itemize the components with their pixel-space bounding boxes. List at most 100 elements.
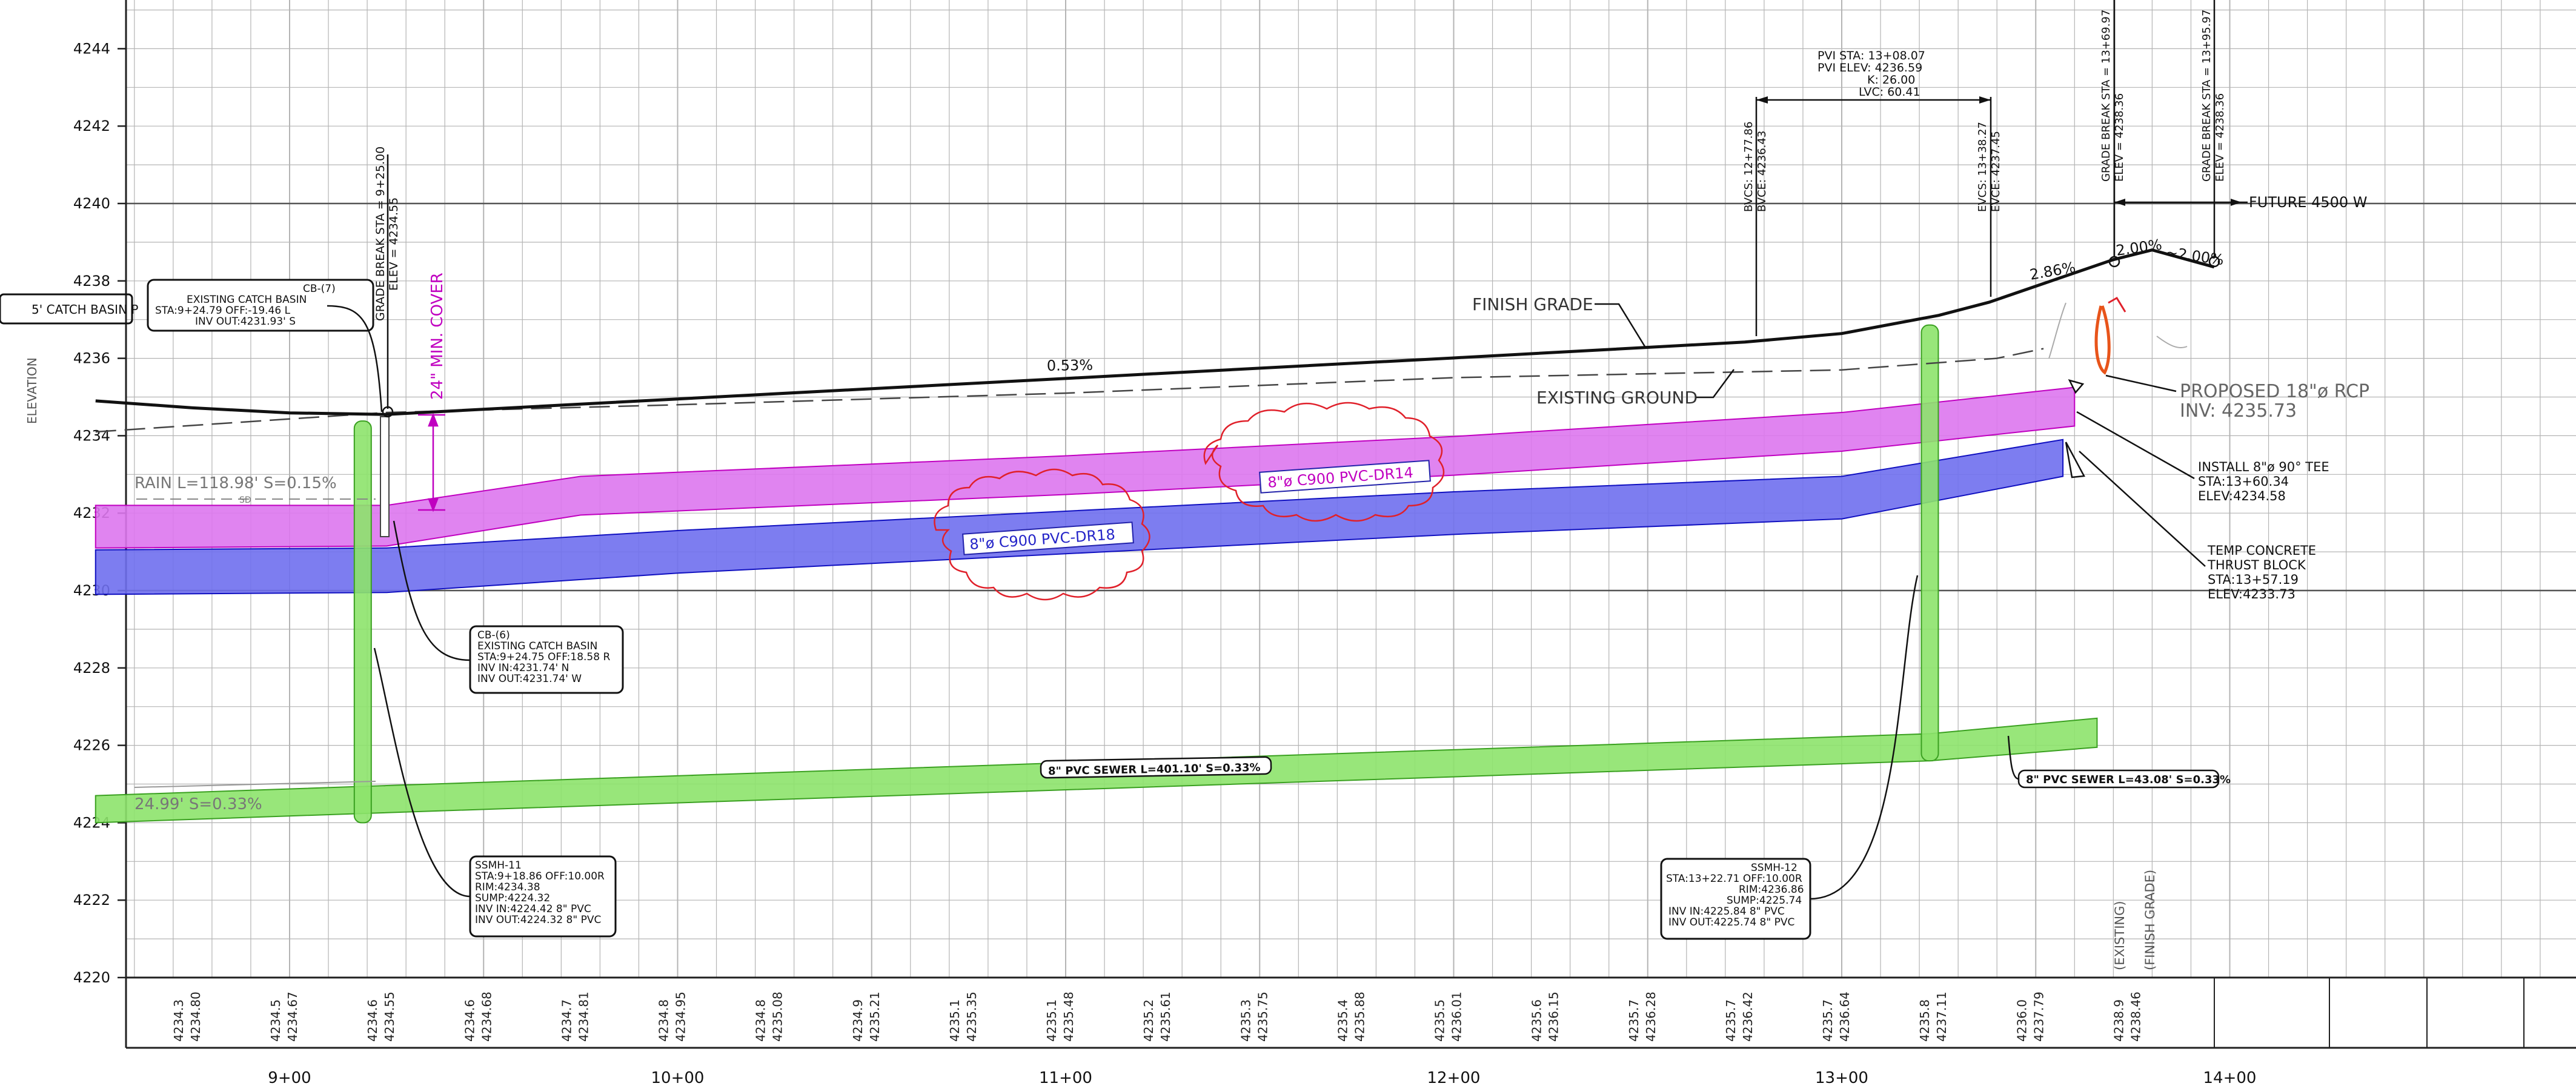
svg-text:SUMP:4224.32: SUMP:4224.32 [475,892,550,904]
station-label: 9+00 [268,1069,311,1087]
bottom-elev-existing: 4236.0 [2014,999,2029,1042]
existing-ground-label: EXISTING GROUND [1536,388,1698,408]
y-tick-label: 4244 [73,40,110,57]
left-cut-text: 5' CATCH BASIN P [32,302,138,317]
bvcs-label: BVCS: 12+77.86 [1742,122,1755,212]
bottom-elev-finish: 4234.68 [479,991,494,1042]
cb6-callout: CB-(6) EXISTING CATCH BASIN STA:9+24.75 … [393,520,624,694]
y-tick-label: 4240 [73,195,110,212]
bottom-elev-existing: 4234.6 [365,999,380,1042]
bottom-elev-existing: 4234.9 [851,999,865,1042]
ssmh12-callout: SSMH-12 STA:13+22.71 OFF:10.00R RIM:4236… [1660,575,1919,940]
bottom-elev-existing: 4234.8 [657,999,671,1042]
station-labels: 9+00 10+00 11+00 12+00 13+00 14+00 [268,1069,2256,1087]
bottom-elev-existing: 4234.6 [462,999,477,1042]
cb7-callout: CB-(7) EXISTING CATCH BASIN STA:9+24.79 … [147,279,383,412]
svg-text:INV OUT:4225.74 8" PVC: INV OUT:4225.74 8" PVC [1668,916,1794,928]
bottom-elev-finish: 4234.80 [188,991,203,1042]
evcs-label: EVCS: 13+38.27 [1976,122,1989,212]
proposed-rcp-label: PROPOSED 18"ø RCP [2180,381,2369,402]
grade-break-3-label: GRADE BREAK STA = 13+95.97 [2200,10,2213,182]
tee-label-1: INSTALL 8"ø 90° TEE [2198,460,2329,474]
pvi-elev: PVI ELEV: 4236.59 [1817,61,1922,74]
y-tick-label: 4236 [73,350,110,367]
left-catch-basin-box [0,293,133,325]
bottom-elev-finish: 4234.55 [382,991,397,1042]
bottom-elev-existing: 4235.6 [1530,999,1544,1042]
bvce-label: BVCE: 4236.43 [1756,131,1768,212]
bottom-elev-finish: 4237.79 [2031,991,2046,1042]
bottom-elev-finish: 4238.46 [2128,991,2143,1042]
ssmh-12 [1920,324,1939,762]
grade-break-2-label: GRADE BREAK STA = 13+69.97 [2100,10,2113,182]
bottom-elev-finish: 4236.64 [1837,991,1852,1042]
bottom-elev-existing: 4235.3 [1238,999,1253,1042]
revision-cloud-dr14 [1203,402,1445,522]
svg-text:INV OUT:4224.32 8" PVC: INV OUT:4224.32 8" PVC [475,914,601,926]
annotations: 5' CATCH BASIN P ELEVATION RAIN L=118.98… [0,0,2369,970]
svg-text:SSMH-11: SSMH-11 [475,859,522,872]
bottom-elev-existing: 4235.7 [1821,999,1835,1042]
legend-existing: (EXISTING) [2113,901,2127,970]
bottom-elev-finish: 4236.15 [1547,991,1561,1042]
pvi-lvc: LVC: 60.41 [1859,85,1920,99]
thrust-block-symbol [2065,442,2085,478]
bottom-elev-finish: 4234.67 [285,991,300,1042]
y-tick-label: 4238 [73,273,110,290]
slope-200-left: 2.00% [2115,236,2163,259]
svg-text:RIM:4236.86: RIM:4236.86 [1739,884,1804,896]
grade-break-2-elev: ELEV = 4238.36 [2113,93,2126,182]
y-tick-label: 4226 [73,737,110,754]
bottom-elev-existing: 4234.8 [754,999,768,1042]
ssmh11-callout: SSMH-11 STA:9+18.86 OFF:10.00R RIM:4234.… [373,647,617,938]
bottom-elev-existing: 4235.1 [948,999,962,1042]
station-label: 10+00 [651,1069,705,1087]
svg-text:INV OUT:4231.93' S: INV OUT:4231.93' S [195,316,296,328]
bottom-elev-existing: 4238.9 [2111,999,2126,1042]
y-tick-label: 4234 [73,427,110,444]
svg-text:INV IN:4224.42 8" PVC: INV IN:4224.42 8" PVC [475,903,591,915]
svg-text:INV IN:4231.74' N: INV IN:4231.74' N [477,662,569,674]
svg-text:INV OUT:4231.74' W: INV OUT:4231.74' W [477,673,582,685]
svg-text:EXISTING CATCH BASIN: EXISTING CATCH BASIN [187,294,307,306]
bottom-elev-finish: 4235.88 [1352,991,1367,1042]
thrust-label-2: THRUST BLOCK [2207,558,2306,572]
bottom-elev-existing: 4235.7 [1627,999,1641,1042]
bottom-elev-finish: 4234.81 [576,991,591,1042]
bottom-elev-existing: 4235.7 [1724,999,1738,1042]
station-label: 14+00 [2203,1069,2257,1087]
ground-lines [95,248,2215,433]
svg-text:EXISTING CATCH BASIN: EXISTING CATCH BASIN [477,640,597,652]
bottom-elev-finish: 4235.21 [868,991,882,1042]
bottom-elev-existing: 4234.7 [559,999,574,1042]
station-label: 11+00 [1039,1069,1092,1087]
y-tick-label: 4242 [73,118,110,134]
tee-label-3: ELEV:4234.58 [2198,489,2286,503]
grade-break-1-marker [382,406,394,418]
svg-text:STA:13+22.71 OFF:10.00R: STA:13+22.71 OFF:10.00R [1666,873,1802,885]
pvi-k: K: 26.00 [1867,73,1915,87]
water-pipe-dr18 [95,439,2064,595]
svg-text:STA:9+24.75 OFF:18.58 R: STA:9+24.75 OFF:18.58 R [477,651,610,663]
svg-text:CB-(7): CB-(7) [303,283,336,295]
svg-text:SSMH-12: SSMH-12 [1751,862,1798,874]
thrust-label-4: ELEV:4233.73 [2208,587,2295,601]
y-tick-label: 4222 [73,892,110,909]
slope-200-right: ~2.00% [2165,243,2225,268]
bottom-elev-finish: 4236.42 [1741,991,1755,1042]
proposed-rcp-inv: INV: 4235.73 [2180,400,2297,422]
slope-053: 0.53% [1047,357,1094,374]
evce-label: EVCE: 4237.45 [1990,131,2002,212]
svg-text:8" PVC SEWER L=43.08' S=0.33%: 8" PVC SEWER L=43.08' S=0.33% [2026,773,2231,786]
legend-finish: (FINISH GRADE) [2143,870,2157,970]
min-cover-dimension [418,412,445,512]
thrust-label-3: STA:13+57.19 [2208,572,2299,587]
water-pipe-dr14 [95,386,2076,549]
bottom-elev-existing: 4235.2 [1141,999,1156,1042]
min-cover-label: 24" MIN. COVER [428,273,446,400]
bottom-elev-existing: 4234.3 [171,999,186,1042]
grade-break-2-marker [2108,256,2120,268]
svg-text:CB-(6): CB-(6) [477,629,510,641]
thrust-label-1: TEMP CONCRETE [2207,543,2316,558]
